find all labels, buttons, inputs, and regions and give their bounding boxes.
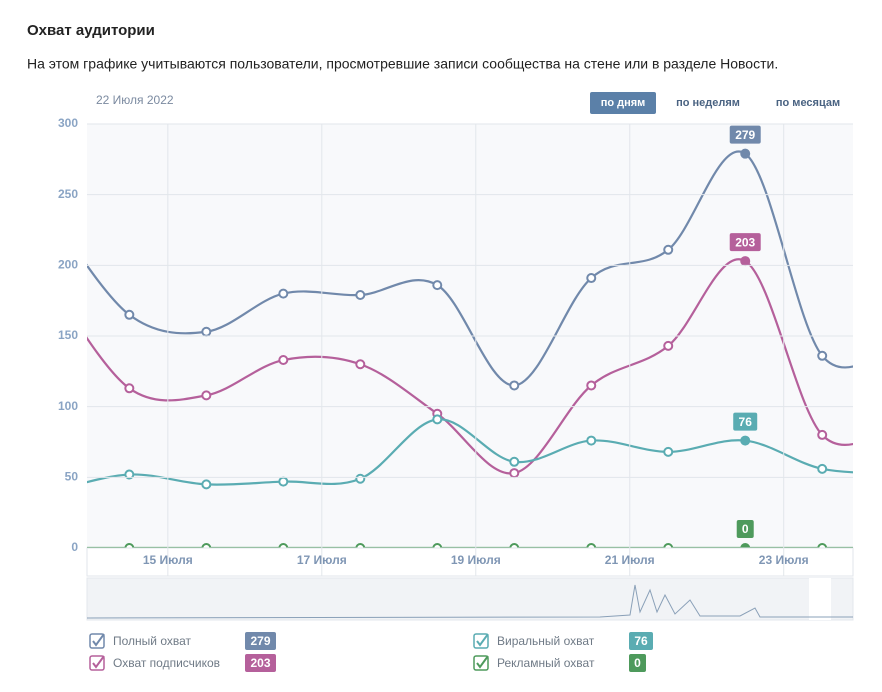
date: 22 Июля 2022 [96,93,174,107]
point [663,244,674,255]
subtitle: На этом графике учитываются пользователи… [27,56,778,72]
value-badge [736,520,754,538]
point [355,290,366,301]
legend-badge [245,632,276,650]
point [740,435,751,446]
x-tick-label: 19 Июля [451,553,501,567]
minimap-line [86,584,853,619]
point [278,355,289,366]
y-tick-label: 250 [58,187,78,201]
point [509,380,520,391]
value-label: 76 [739,415,753,429]
point [355,473,366,484]
period-button-bg [590,92,656,114]
legend-item[interactable]: Полный охват 279 [89,632,276,650]
legend-item[interactable]: Рекламный охват 0 [473,654,646,672]
value-badge [729,233,761,252]
point [432,414,443,425]
legend-check [476,655,489,669]
point [817,429,828,440]
period-button[interactable]: по дням [601,97,646,109]
legend-check [92,633,105,647]
legend-value: 279 [250,634,270,648]
point [48,544,56,552]
y-tick-label: 300 [58,116,78,130]
point [201,479,212,490]
x-tick-label: 15 Июля [143,553,193,567]
point [48,283,56,291]
legend-check [476,633,489,647]
x-tick-label: 17 Июля [297,553,347,567]
value-label: 203 [735,235,755,249]
legend-label: Полный охват [113,634,192,648]
point [663,446,674,457]
point [201,326,212,337]
point [124,383,135,394]
point [278,288,289,299]
y-tick-label: 0 [71,540,78,554]
period-button[interactable]: по неделям [676,97,740,109]
point [124,309,135,320]
point [278,476,289,487]
legend-value: 76 [634,634,648,648]
point [355,359,366,370]
period-button[interactable]: по месяцам [776,97,840,109]
point [509,456,520,467]
y-tick-label: 150 [58,328,78,342]
legend-badge [629,632,653,650]
point [817,350,828,361]
point [201,390,212,401]
point [817,463,828,474]
x-tick-label: 23 Июля [759,553,809,567]
point [432,280,443,291]
value-badge [733,412,758,431]
point [48,212,56,220]
point [509,468,520,479]
point [586,435,597,446]
legend-label: Виральный охват [497,634,595,648]
legend-item[interactable]: Виральный охват 76 [473,632,653,650]
point [586,273,597,284]
value-badge [729,125,761,144]
point [48,487,56,495]
legend-label: Охват подписчиков [113,656,220,670]
value-label: 0 [742,522,749,536]
point [663,340,674,351]
point [586,380,597,391]
legend-badge [245,654,276,672]
legend-check [92,655,105,669]
x-tick-label: 21 Июля [605,553,655,567]
point [740,256,751,267]
legend-value: 203 [250,656,270,670]
legend-value: 0 [634,656,641,670]
legend-item[interactable]: Охват подписчиков 203 [89,654,276,672]
value-label: 279 [735,128,755,142]
y-tick-label: 200 [58,258,78,272]
y-tick-label: 100 [58,399,78,413]
point [740,148,751,159]
y-tick-label: 50 [65,470,79,484]
minimap-window[interactable] [809,578,831,620]
title: Охват аудитории [27,22,155,39]
x-axis-strip [86,547,854,577]
minimap[interactable] [86,577,854,621]
point [124,469,135,480]
legend-badge [629,654,646,672]
legend-label: Рекламный охват [497,656,595,670]
